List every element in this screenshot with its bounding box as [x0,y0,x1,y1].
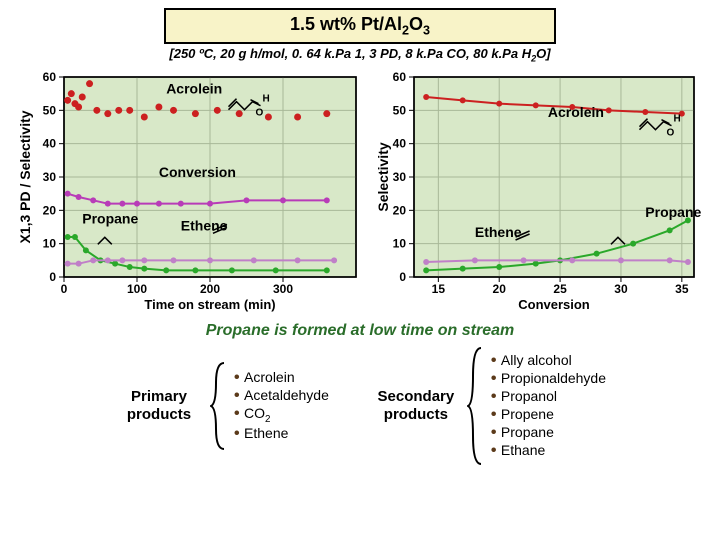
list-item: Ethene [234,425,329,443]
svg-text:Acrolein: Acrolein [166,81,222,97]
primary-label: Primary products [114,388,204,424]
svg-text:H: H [263,94,270,105]
svg-text:O: O [666,128,674,139]
svg-text:0: 0 [49,270,56,284]
chart-right: 15 20 25 30 35 0 10 20 30 40 50 60 Acrolein Propane Et… [374,67,704,312]
list-item: Propene [491,406,606,424]
svg-text:25: 25 [553,282,567,296]
svg-text:30: 30 [614,282,628,296]
primary-list: AcroleinAcetaldehydeCO2Ethene [234,369,329,443]
list-item: Ally alcohol [491,352,606,370]
conditions: [250 ºC, 20 g h/mol, 0. 64 k.Pa 1, 3 PD,… [8,46,712,64]
svg-text:0: 0 [61,282,68,296]
title-banner: 1.5 wt% Pt/Al2O3 [164,8,555,44]
list-item: Acrolein [234,369,329,387]
svg-text:200: 200 [200,282,220,296]
brace-left-primary [210,361,228,451]
secondary-list: Ally alcoholPropionaldehydePropanolPrope… [491,352,606,460]
title-sub2: 3 [423,24,430,38]
svg-text:300: 300 [273,282,293,296]
list-item: Propane [491,424,606,442]
svg-text:Propane: Propane [645,204,701,220]
title-mid: O [409,14,423,34]
list-item: Ethane [491,442,606,460]
svg-text:H: H [673,114,680,125]
chart-left: 0 100 200 300 0 10 20 30 40 50 60 Acrolein Conversio… [16,67,366,312]
svg-text:50: 50 [393,104,407,118]
svg-text:40: 40 [43,137,57,151]
svg-text:20: 20 [493,282,507,296]
list-item: Acetaldehyde [234,387,329,405]
svg-text:Ethene: Ethene [181,218,228,234]
svg-text:100: 100 [127,282,147,296]
svg-text:10: 10 [393,237,407,251]
svg-text:50: 50 [43,104,57,118]
svg-text:60: 60 [393,70,407,84]
svg-text:20: 20 [43,204,57,218]
title-sub1: 2 [402,24,409,38]
products-row: Primary products AcroleinAcetaldehydeCO2… [8,346,712,466]
svg-text:X1,3 PD / Selectivity: X1,3 PD / Selectivity [17,110,33,243]
svg-text:60: 60 [43,70,57,84]
svg-text:Ethene: Ethene [475,224,522,240]
svg-text:O: O [256,108,264,119]
svg-text:Selectivity: Selectivity [375,142,391,211]
list-item: CO2 [234,405,329,425]
svg-text:Time on stream (min): Time on stream (min) [144,297,275,312]
brace-left-secondary [467,346,485,466]
chart-left-svg: 0 100 200 300 0 10 20 30 40 50 60 Acrolein Conversio… [16,67,366,312]
svg-text:30: 30 [43,170,57,184]
secondary-label: Secondary products [371,388,461,424]
svg-text:10: 10 [43,237,57,251]
svg-text:15: 15 [432,282,446,296]
svg-text:30: 30 [393,170,407,184]
mid-text: Propane is formed at low time on stream [8,322,712,340]
list-item: Propionaldehyde [491,370,606,388]
svg-text:Conversion: Conversion [159,164,236,180]
svg-text:Acrolein: Acrolein [548,104,604,120]
title-pre: 1.5 wt% Pt/Al [290,14,402,34]
svg-text:35: 35 [675,282,689,296]
list-item: Propanol [491,388,606,406]
svg-text:Conversion: Conversion [518,297,590,312]
svg-text:40: 40 [393,137,407,151]
chart-right-svg: 15 20 25 30 35 0 10 20 30 40 50 60 Acrolein Propane Et… [374,67,704,312]
charts-row: 01002003000102030405060AcroleinConversio… [8,67,712,312]
svg-text:0: 0 [399,270,406,284]
svg-text:Propane: Propane [82,211,138,227]
svg-text:20: 20 [393,204,407,218]
